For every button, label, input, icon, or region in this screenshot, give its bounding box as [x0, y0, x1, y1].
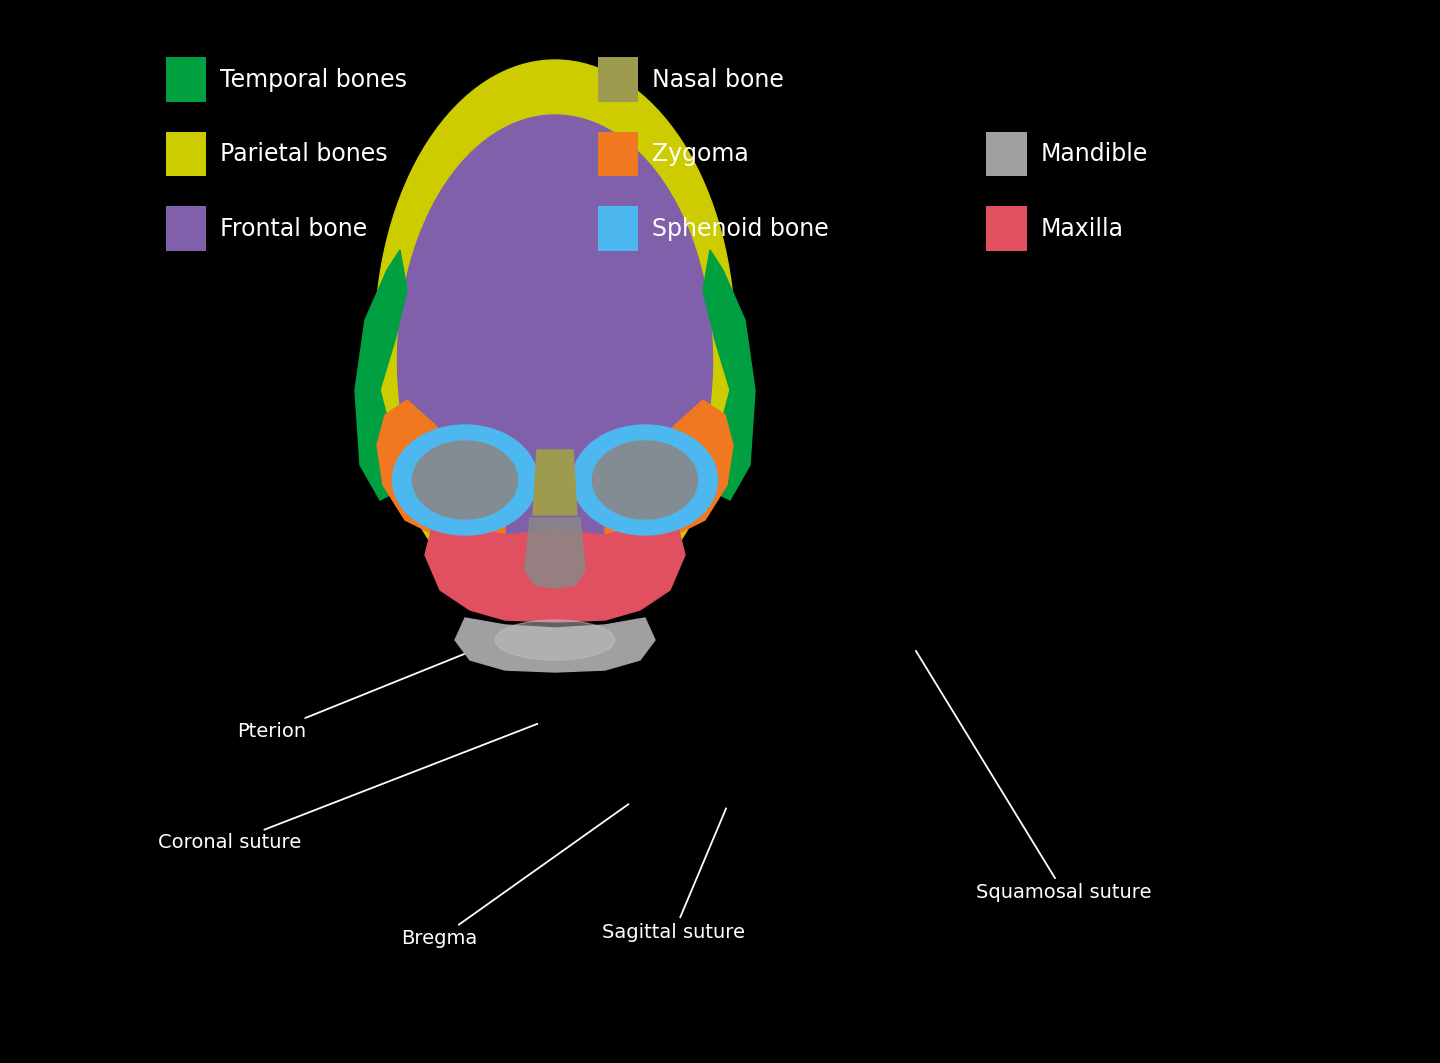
Polygon shape [703, 250, 755, 500]
Ellipse shape [592, 441, 697, 519]
Text: Zygoma: Zygoma [652, 142, 749, 166]
Ellipse shape [495, 620, 615, 660]
Polygon shape [377, 400, 485, 535]
Polygon shape [435, 500, 505, 555]
Text: Mandible: Mandible [1041, 142, 1149, 166]
Polygon shape [425, 514, 685, 622]
Polygon shape [625, 400, 733, 535]
Text: Coronal suture: Coronal suture [158, 724, 537, 853]
FancyBboxPatch shape [598, 57, 638, 102]
Text: Temporal bones: Temporal bones [220, 68, 408, 91]
Polygon shape [356, 250, 408, 500]
Text: Frontal bone: Frontal bone [220, 217, 367, 240]
FancyBboxPatch shape [986, 132, 1027, 176]
FancyBboxPatch shape [598, 132, 638, 176]
Polygon shape [455, 618, 655, 672]
FancyBboxPatch shape [166, 57, 206, 102]
Text: Sagittal suture: Sagittal suture [602, 808, 746, 942]
Ellipse shape [374, 60, 734, 620]
Text: Bregma: Bregma [402, 805, 628, 948]
Text: Pterion: Pterion [238, 630, 523, 741]
FancyBboxPatch shape [986, 206, 1027, 251]
Ellipse shape [573, 425, 717, 535]
Ellipse shape [393, 425, 537, 535]
Text: Parietal bones: Parietal bones [220, 142, 387, 166]
Polygon shape [526, 518, 585, 588]
Text: Squamosal suture: Squamosal suture [916, 651, 1152, 902]
Text: Sphenoid bone: Sphenoid bone [652, 217, 829, 240]
Text: Nasal bone: Nasal bone [652, 68, 785, 91]
Polygon shape [605, 500, 675, 555]
Ellipse shape [412, 441, 517, 519]
FancyBboxPatch shape [166, 132, 206, 176]
FancyBboxPatch shape [166, 206, 206, 251]
Ellipse shape [397, 115, 713, 605]
Polygon shape [533, 450, 577, 514]
Text: Maxilla: Maxilla [1041, 217, 1125, 240]
FancyBboxPatch shape [598, 206, 638, 251]
